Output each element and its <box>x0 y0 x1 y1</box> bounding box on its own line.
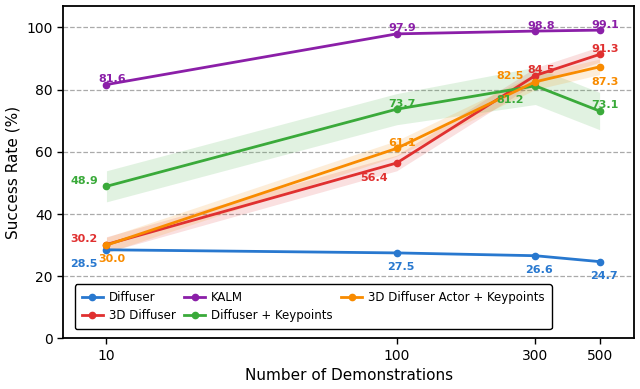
Text: 84.5: 84.5 <box>527 65 554 75</box>
3D Diffuser Actor + Keypoints <box>531 79 539 84</box>
3D Diffuser <box>596 52 604 57</box>
Diffuser <box>531 253 539 258</box>
KALM <box>102 82 110 87</box>
Diffuser + Keypoints <box>596 109 604 113</box>
Diffuser + Keypoints <box>102 184 110 189</box>
3D Diffuser Actor + Keypoints <box>393 146 401 151</box>
Text: 28.5: 28.5 <box>70 259 98 269</box>
X-axis label: Number of Demonstrations: Number of Demonstrations <box>244 368 452 384</box>
Text: 48.9: 48.9 <box>70 176 98 186</box>
Text: 98.8: 98.8 <box>527 21 555 30</box>
Text: 24.7: 24.7 <box>590 270 618 280</box>
KALM <box>596 28 604 32</box>
Diffuser <box>596 259 604 264</box>
Text: 97.9: 97.9 <box>388 23 416 33</box>
Diffuser <box>393 251 401 255</box>
3D Diffuser <box>393 161 401 165</box>
Diffuser + Keypoints <box>531 84 539 88</box>
Y-axis label: Success Rate (%): Success Rate (%) <box>6 105 20 238</box>
Text: 26.6: 26.6 <box>525 265 553 275</box>
Text: 56.4: 56.4 <box>361 173 388 183</box>
Text: 81.2: 81.2 <box>497 95 524 105</box>
3D Diffuser <box>102 242 110 247</box>
Line: Diffuser: Diffuser <box>103 247 603 265</box>
KALM <box>393 32 401 36</box>
Line: 3D Diffuser: 3D Diffuser <box>103 51 603 248</box>
Text: 82.5: 82.5 <box>497 71 524 81</box>
Text: 27.5: 27.5 <box>387 262 415 272</box>
Text: 81.6: 81.6 <box>98 74 126 84</box>
Text: 91.3: 91.3 <box>591 44 619 54</box>
3D Diffuser Actor + Keypoints <box>596 65 604 69</box>
Text: 61.1: 61.1 <box>388 138 416 148</box>
3D Diffuser Actor + Keypoints <box>102 243 110 247</box>
Text: 30.2: 30.2 <box>70 234 98 244</box>
Legend: Diffuser, 3D Diffuser, KALM, Diffuser + Keypoints, 3D Diffuser Actor + Keypoints: Diffuser, 3D Diffuser, KALM, Diffuser + … <box>74 284 552 329</box>
Diffuser <box>102 247 110 252</box>
Text: 73.1: 73.1 <box>591 100 619 110</box>
Line: KALM: KALM <box>103 27 603 88</box>
Line: Diffuser + Keypoints: Diffuser + Keypoints <box>103 83 603 189</box>
3D Diffuser <box>531 73 539 78</box>
Text: 30.0: 30.0 <box>99 254 125 264</box>
Text: 87.3: 87.3 <box>591 77 619 87</box>
Diffuser + Keypoints <box>393 107 401 112</box>
Text: 73.7: 73.7 <box>388 98 416 109</box>
Line: 3D Diffuser Actor + Keypoints: 3D Diffuser Actor + Keypoints <box>103 64 603 248</box>
Text: 99.1: 99.1 <box>591 19 619 30</box>
KALM <box>531 29 539 33</box>
